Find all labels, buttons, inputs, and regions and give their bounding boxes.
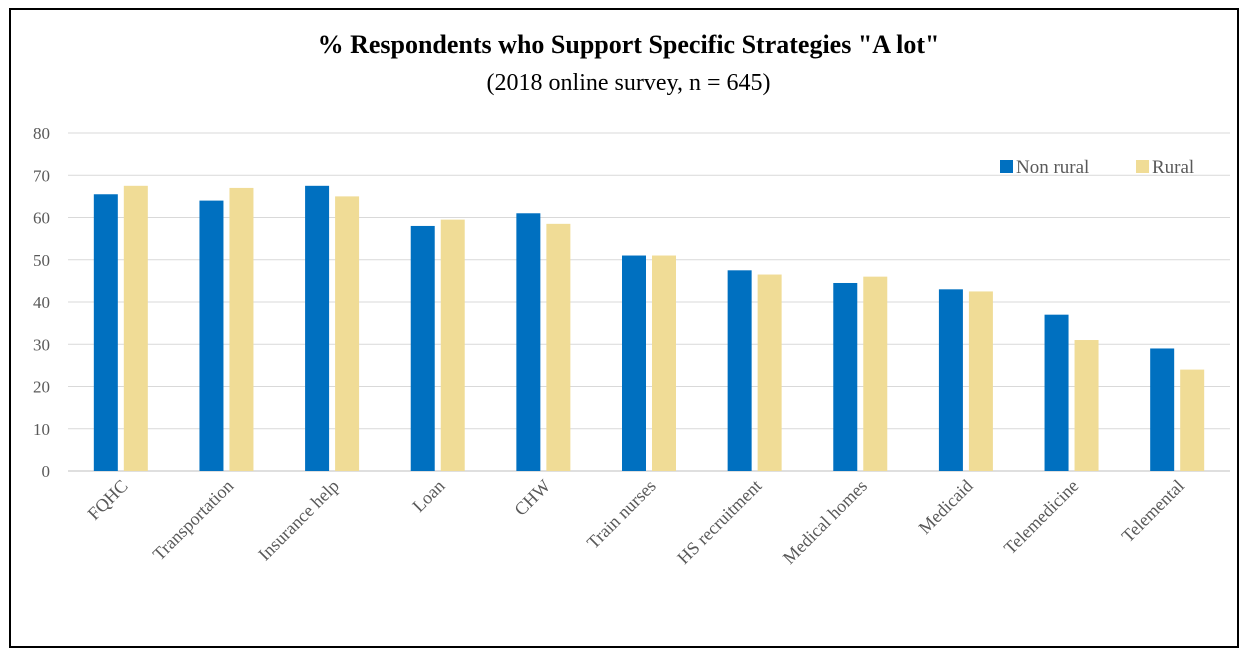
- chart-title: % Respondents who Support Specific Strat…: [317, 30, 940, 59]
- x-category-label: Telemental: [1118, 476, 1189, 547]
- x-axis: FQHC Transportation Insurance help Loan CHW T…: [84, 476, 1188, 568]
- bar-non-rural: [622, 255, 646, 471]
- bar-rural: [440, 219, 465, 471]
- x-category-label: Insurance help: [254, 476, 343, 565]
- y-tick-label: 50: [33, 251, 50, 270]
- y-tick-label: 20: [33, 378, 50, 397]
- bar-non-rural: [305, 185, 330, 471]
- x-category-label: FQHC: [84, 476, 132, 524]
- x-category-label: CHW: [510, 476, 554, 520]
- bar-non-rural: [410, 225, 435, 471]
- x-category-label: Train nurses: [583, 476, 660, 553]
- bar-rural: [757, 274, 782, 471]
- legend-label: Non rural: [1016, 157, 1089, 178]
- bars: [93, 185, 1205, 472]
- y-tick-label: 10: [33, 420, 50, 439]
- y-tick-label: 70: [33, 166, 50, 185]
- x-category-label: HS recruitment: [673, 476, 765, 568]
- bar-rural: [1074, 340, 1099, 471]
- bar-rural: [229, 187, 254, 472]
- y-tick-label: 60: [33, 209, 50, 228]
- bar-rural: [968, 291, 993, 471]
- x-category-label: Medical homes: [779, 476, 871, 568]
- legend-label: Rural: [1152, 157, 1194, 178]
- x-category-label: Telemedicine: [1000, 476, 1083, 559]
- x-category-label: Medicaid: [915, 476, 977, 538]
- bar-rural: [335, 196, 360, 471]
- legend: Non rural Rural: [1000, 157, 1194, 178]
- y-tick-label: 40: [33, 293, 50, 312]
- bar-rural: [123, 185, 148, 471]
- bar-non-rural: [93, 194, 118, 471]
- legend-swatch: [1000, 160, 1013, 173]
- legend-swatch: [1136, 160, 1149, 173]
- bar-non-rural: [1044, 314, 1069, 471]
- gridlines: [68, 132, 1230, 472]
- bar-non-rural: [833, 282, 858, 471]
- y-tick-label: 80: [33, 124, 50, 143]
- bar-chart: 0 10 20 30 40 50 60 70 80 FQHC Transportation Insu…: [33, 124, 1230, 568]
- bar-non-rural: [199, 200, 224, 471]
- bar-non-rural: [516, 213, 541, 471]
- y-tick-label: 30: [33, 335, 50, 354]
- bar-rural: [546, 223, 571, 471]
- bar-non-rural: [938, 289, 963, 471]
- x-category-label: Transportation: [149, 476, 238, 565]
- bar-non-rural: [727, 270, 752, 471]
- y-tick-label: 0: [42, 462, 51, 481]
- chart-subtitle: (2018 online survey, n = 645): [486, 70, 771, 96]
- bar-rural: [863, 276, 888, 471]
- bar-rural: [1180, 369, 1205, 471]
- y-axis: 0 10 20 30 40 50 60 70 80: [33, 124, 50, 481]
- bar-non-rural: [1150, 348, 1175, 471]
- bar-rural: [652, 255, 676, 471]
- x-category-label: Loan: [408, 476, 448, 516]
